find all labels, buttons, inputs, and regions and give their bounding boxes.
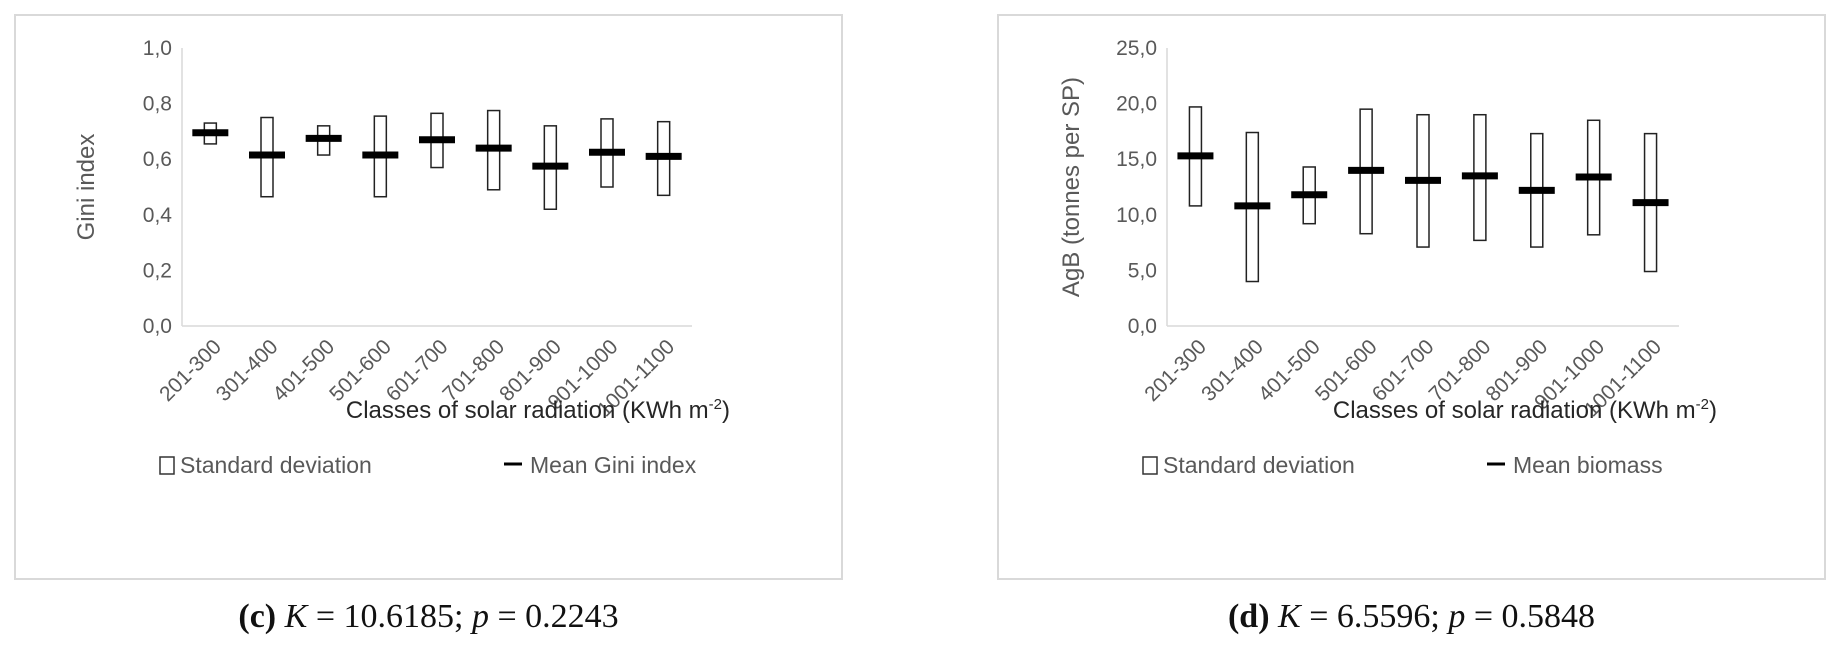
x-tick-label: 501-600	[325, 335, 396, 406]
y-tick-label: 5,0	[1128, 259, 1157, 282]
x-tick-label: 601-700	[382, 335, 453, 406]
y-tick-label: 0,8	[143, 93, 172, 116]
legend-mean-label: Mean biomass	[1513, 452, 1663, 478]
legend-sd-label: Standard deviation	[180, 452, 372, 478]
chart-panel-d: 0,0 5,0 10,0 15,0 20,0 25,0 AgB (tonnes per SP…	[997, 14, 1826, 580]
caption-d: (d) K = 6.5596; p = 0.5848	[997, 598, 1826, 636]
caption-d-label: (d)	[1227, 598, 1270, 635]
chart-d: 0,0 5,0 10,0 15,0 20,0 25,0 AgB (tonnes per SP…	[1058, 37, 1717, 478]
caption-c-stat: = 10.6185;	[307, 598, 472, 635]
caption-d-stat-name: K	[1278, 598, 1301, 635]
x-axis-title: Classes of solar radiation (KWh m-2)	[346, 396, 730, 424]
y-tick-label: 25,0	[1116, 37, 1157, 60]
chart-c: 0,0 0,2 0,4 0,6 0,8 1,0 Gini index 201-300301-4…	[73, 37, 730, 478]
legend-sd-label: Standard deviation	[1163, 452, 1355, 478]
y-tick-label: 0,0	[143, 315, 172, 338]
caption-c-stat-name: K	[284, 598, 308, 635]
y-tick-label: 0,6	[143, 148, 172, 171]
legend-sd-icon	[1142, 456, 1158, 475]
x-tick-label: 301-400	[212, 335, 283, 406]
y-tick-label: 20,0	[1116, 93, 1157, 116]
caption-c: (c) K = 10.6185; p = 0.2243	[14, 598, 843, 636]
y-tick-label: 0,4	[143, 204, 173, 227]
x-tick-label: 701-800	[1425, 335, 1496, 406]
caption-d-p-value: = 0.5848	[1465, 598, 1596, 635]
y-tick-label: 0,2	[143, 259, 172, 282]
y-axis-title: AgB (tonnes per SP)	[1058, 77, 1085, 297]
x-tick-label: 501-600	[1311, 335, 1382, 406]
y-tick-label: 15,0	[1116, 148, 1157, 171]
x-tick-label: 301-400	[1197, 335, 1268, 406]
x-tick-label: 601-700	[1368, 335, 1439, 406]
y-tick-label: 0,0	[1128, 315, 1157, 338]
y-tick-label: 10,0	[1116, 204, 1157, 227]
caption-d-p-name: p	[1448, 598, 1466, 635]
caption-c-p-name: p	[471, 598, 489, 635]
x-tick-label: 401-500	[268, 335, 339, 406]
x-tick-label: 701-800	[438, 335, 509, 406]
x-tick-label: 401-500	[1254, 335, 1325, 406]
x-tick-label: 201-300	[155, 335, 226, 406]
caption-c-p-value: = 0.2243	[488, 598, 619, 635]
y-axis-title: Gini index	[73, 134, 100, 241]
x-axis-title: Classes of solar radiation (KWh m-2)	[1333, 396, 1717, 424]
y-tick-label: 1,0	[143, 37, 172, 60]
caption-d-stat: = 6.5596;	[1300, 598, 1449, 635]
caption-c-label: (c)	[238, 598, 277, 635]
legend-sd-icon	[159, 456, 175, 475]
chart-panel-c: 0,0 0,2 0,4 0,6 0,8 1,0 Gini index 201-300 301-4…	[14, 14, 843, 580]
legend-mean-label: Mean Gini index	[530, 452, 697, 478]
x-tick-label: 201-300	[1140, 335, 1211, 406]
